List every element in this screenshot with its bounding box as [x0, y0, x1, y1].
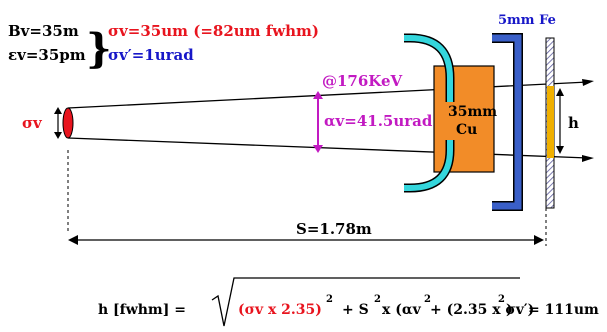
formula-term-s: + S: [342, 302, 369, 318]
bv-label: Bv=35m: [8, 22, 79, 40]
source-sigma-label: σv: [22, 114, 43, 132]
formula-term-sigma: (σv x 2.35): [238, 302, 322, 318]
fe-label: 5mm Fe: [498, 13, 556, 28]
brace-symbol: }: [86, 25, 112, 72]
height-arrow-down: [556, 146, 564, 154]
height-arrow-up: [556, 88, 564, 96]
divergence-arrow-up: [313, 91, 323, 99]
beam-lower-edge: [67, 137, 589, 159]
beam-upper-arrowhead: [582, 79, 594, 86]
distance-label: S=1.78m: [296, 220, 372, 238]
beam-footprint: [547, 86, 554, 158]
formula-sq-3: 2: [424, 294, 431, 305]
absorber-material-label: Cu: [456, 122, 477, 138]
copper-absorber: [433, 65, 495, 173]
fe-bracket-outline: [492, 33, 523, 211]
formula-sq-2: 2: [374, 294, 381, 305]
sigma-v-value: σv=35um (=82um fwhm): [108, 22, 319, 40]
source-ellipse: [62, 107, 74, 139]
fe-bracket: [492, 34, 522, 210]
cooling-pipe-upper: [404, 35, 453, 102]
beam-upper-edge: [67, 81, 589, 109]
formula-lhs: h [fwhm] =: [98, 302, 186, 318]
sqrt-sign: [211, 277, 520, 327]
divergence-arrow-down: [313, 145, 323, 153]
divergence-label: αv=41.5urad: [324, 112, 433, 130]
formula-sq-4: 2: [498, 294, 505, 305]
sigma-vprime-value: σv′=1urad: [108, 46, 194, 64]
ev-label: εv=35pm: [8, 46, 86, 64]
cooling-pipe-lower: [404, 140, 453, 191]
energy-label: @176KeV: [322, 72, 403, 90]
absorber-thickness-label: 35mm: [448, 104, 497, 120]
source-arrow-up: [54, 107, 62, 114]
formula-close-paren: ): [506, 302, 513, 318]
height-label: h: [568, 114, 579, 132]
formula: h [fwhm] = (σv x 2.35) 2 + S 2 x (αv 2 +…: [98, 277, 599, 327]
formula-result: = 111um: [528, 302, 599, 318]
formula-term-alpha: x (αv: [382, 302, 422, 318]
distance-arrow-right: [534, 235, 544, 245]
distance-arrow-left: [68, 235, 78, 245]
formula-term-sigmaprime: + (2.35 x σv′): [430, 302, 534, 318]
formula-sq-1: 2: [326, 294, 333, 305]
source-arrow-down: [54, 132, 62, 139]
beam-lower-arrowhead: [582, 155, 594, 162]
